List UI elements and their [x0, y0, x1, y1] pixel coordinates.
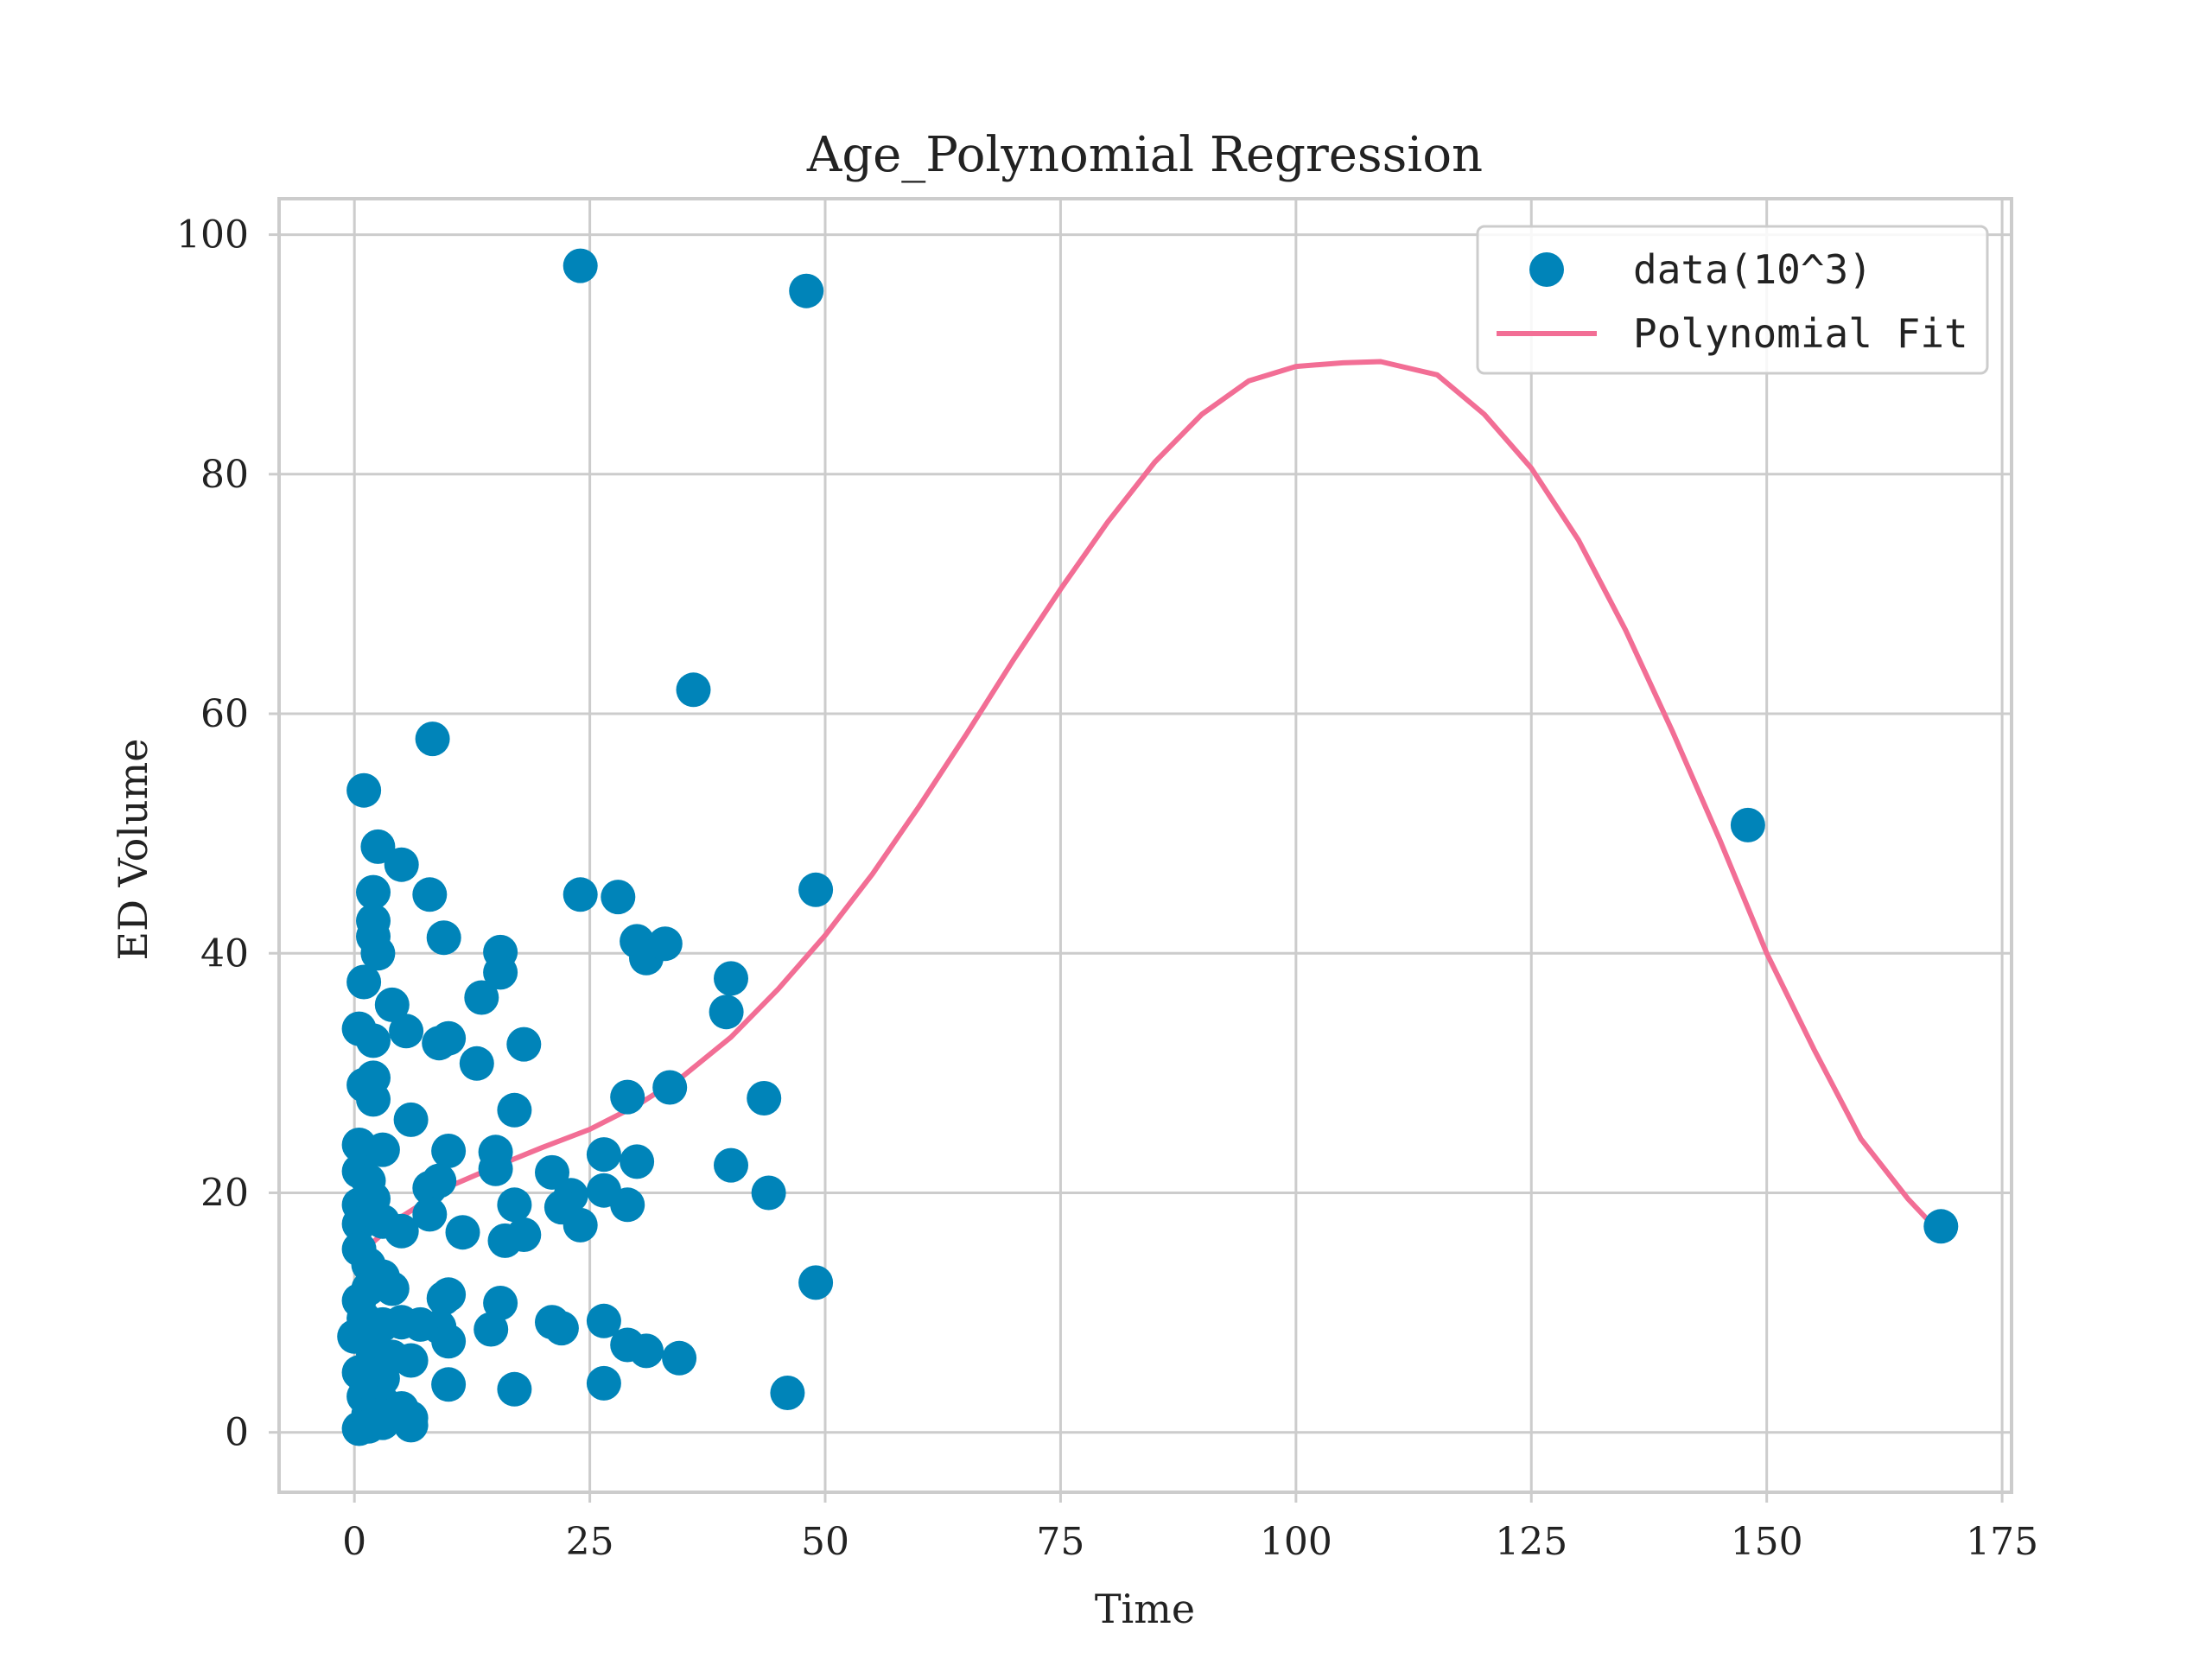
data-point	[1923, 1209, 1959, 1244]
data-point	[356, 1023, 391, 1058]
x-tick-label: 125	[1495, 1520, 1567, 1564]
data-point	[431, 1277, 467, 1313]
data-point	[478, 1151, 513, 1186]
data-point	[374, 987, 410, 1022]
data-point	[389, 1014, 424, 1049]
data-point	[586, 1365, 621, 1401]
y-axis-label: ED Volume	[110, 739, 156, 961]
data-point	[770, 1376, 805, 1410]
legend-label-fit: Polynomial Fit	[1633, 310, 1968, 357]
y-tick-label: 40	[200, 931, 249, 976]
data-point	[431, 1367, 467, 1402]
data-point	[431, 1134, 467, 1168]
data-point	[365, 1405, 400, 1440]
chart-title: Age_Polynomial Regression	[806, 127, 1483, 183]
legend-label-data: data(10^3)	[1633, 246, 1872, 293]
y-tick-label: 60	[200, 692, 249, 736]
legend-scatter-marker	[1529, 252, 1564, 287]
data-point	[415, 721, 450, 757]
data-point	[676, 672, 711, 708]
x-axis-label: Time	[1095, 1586, 1195, 1632]
data-point	[374, 1271, 410, 1306]
data-point	[431, 1020, 467, 1056]
fit-line	[352, 359, 1939, 1262]
data-point	[798, 1265, 834, 1300]
x-tick-label: 0	[342, 1520, 366, 1564]
data-point	[647, 926, 683, 962]
data-point	[535, 1154, 569, 1190]
data-point	[497, 1371, 532, 1407]
data-point	[393, 1102, 429, 1137]
data-point	[431, 1324, 467, 1359]
grid	[269, 199, 2012, 1503]
data-point	[1730, 807, 1765, 842]
data-point	[412, 1197, 448, 1232]
legend-box	[1476, 225, 1989, 375]
x-tick-label: 100	[1260, 1520, 1332, 1564]
data-point	[360, 936, 396, 971]
data-point	[393, 1343, 429, 1378]
data-point	[610, 1079, 645, 1115]
y-tick-label: 100	[176, 213, 249, 257]
x-tick-labels: 0 25 50 75 100 125 150 175	[342, 1520, 2038, 1564]
data-point	[393, 1408, 429, 1443]
data-point	[346, 964, 382, 1000]
x-tick-label: 50	[801, 1520, 849, 1564]
data-point	[356, 874, 391, 910]
data-point	[497, 1092, 532, 1128]
plot-frame	[277, 197, 2013, 1494]
data-point	[360, 829, 396, 864]
data-point	[384, 1213, 419, 1249]
data-point	[563, 1207, 598, 1243]
data-point	[543, 1311, 579, 1346]
data-point	[563, 248, 598, 283]
data-point	[506, 1217, 542, 1252]
y-tick-label: 80	[200, 453, 249, 497]
data-point	[356, 1082, 391, 1117]
data-point	[464, 980, 499, 1015]
data-point	[747, 1081, 782, 1116]
data-point	[412, 877, 448, 912]
data-point	[483, 955, 518, 990]
y-tick-labels: 0 20 40 60 80 100	[176, 213, 249, 1455]
data-point	[709, 995, 744, 1030]
data-point	[346, 772, 382, 808]
data-point	[384, 847, 419, 882]
data-point	[474, 1312, 509, 1347]
data-point	[445, 1215, 480, 1250]
x-tick-label: 150	[1731, 1520, 1803, 1564]
scatter-points	[337, 248, 1959, 1446]
y-tick-label: 20	[200, 1171, 249, 1215]
data-point	[652, 1070, 688, 1105]
x-tick-label: 75	[1036, 1520, 1084, 1564]
data-point	[662, 1340, 697, 1376]
polynomial-fit	[352, 359, 1939, 1262]
data-point	[483, 1286, 518, 1320]
data-point	[601, 880, 636, 915]
data-point	[563, 877, 598, 912]
data-point	[714, 961, 748, 996]
legend: data(10^3) Polynomial Fit	[1476, 225, 1989, 375]
data-point	[798, 872, 834, 907]
data-point	[714, 1147, 748, 1183]
data-point	[365, 1132, 400, 1167]
data-point	[426, 920, 461, 956]
data-point	[459, 1046, 494, 1081]
data-point	[629, 1333, 664, 1369]
data-point	[789, 273, 824, 308]
data-point	[497, 1187, 532, 1223]
data-point	[586, 1303, 621, 1338]
data-point	[506, 1027, 542, 1062]
data-point	[586, 1137, 621, 1173]
x-tick-label: 175	[1966, 1520, 2038, 1564]
x-tick-label: 25	[566, 1520, 614, 1564]
data-point	[751, 1175, 786, 1211]
data-point	[610, 1187, 645, 1223]
data-point	[620, 1144, 655, 1179]
data-point	[422, 1163, 457, 1198]
y-tick-label: 0	[225, 1411, 249, 1455]
